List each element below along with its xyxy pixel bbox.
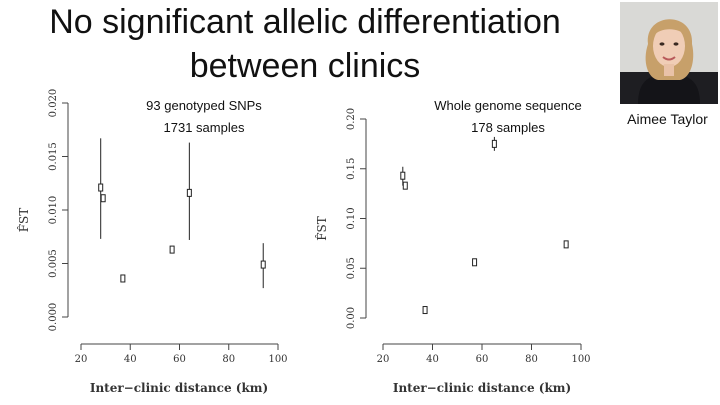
portrait-photo: [620, 2, 718, 104]
y-tick-label: 0.020: [48, 89, 59, 118]
data-point: [400, 171, 406, 180]
data-point: [100, 194, 106, 203]
chart-subtitle-line-1: Whole genome sequence: [434, 98, 581, 113]
y-tick-label: 0.15: [346, 158, 357, 180]
slide-title: No significant allelic differentiation b…: [0, 0, 610, 88]
y-tick-label: 0.10: [346, 207, 357, 229]
x-axis-label: Inter−clinic distance (km): [90, 381, 268, 395]
chart-subtitle-line-2: 178 samples: [471, 120, 545, 135]
data-point: [260, 260, 266, 269]
data-point: [98, 183, 104, 192]
data-point: [169, 245, 175, 254]
chart-subtitle-line-2: 1731 samples: [164, 120, 245, 135]
y-axis-label: F̂ST: [16, 208, 31, 233]
data-point: [186, 188, 192, 197]
y-tick-label: 0.000: [48, 303, 59, 332]
y-tick-label: 0.00: [346, 307, 357, 329]
data-point: [563, 240, 569, 249]
data-point: [472, 258, 478, 267]
y-tick-label: 0.005: [48, 249, 59, 278]
slide-title-line-1: No significant allelic differentiation: [49, 3, 561, 41]
y-tick-label: 0.015: [48, 142, 59, 171]
data-point: [120, 274, 126, 283]
photo-caption: Aimee Taylor: [627, 111, 708, 127]
data-point: [422, 306, 428, 315]
x-tick-label: 100: [571, 354, 590, 365]
x-tick-label: 60: [173, 354, 186, 365]
y-tick-label: 0.05: [346, 257, 357, 279]
x-tick-label: 100: [268, 354, 287, 365]
y-tick-label: 0.010: [48, 196, 59, 225]
slide-title-line-2: between clinics: [189, 47, 421, 85]
y-axis-label: F̂ST: [314, 216, 329, 241]
x-tick-label: 20: [377, 354, 390, 365]
x-tick-label: 20: [75, 354, 88, 365]
x-axis-label: Inter−clinic distance (km): [393, 381, 571, 395]
x-tick-label: 40: [426, 354, 439, 365]
x-tick-label: 80: [222, 354, 235, 365]
data-point: [491, 139, 497, 148]
data-point: [402, 181, 408, 190]
y-tick-label: 0.20: [346, 108, 357, 130]
x-tick-label: 80: [525, 354, 538, 365]
x-tick-label: 60: [476, 354, 489, 365]
chart-subtitle-line-1: 93 genotyped SNPs: [146, 98, 262, 113]
x-tick-label: 40: [124, 354, 137, 365]
